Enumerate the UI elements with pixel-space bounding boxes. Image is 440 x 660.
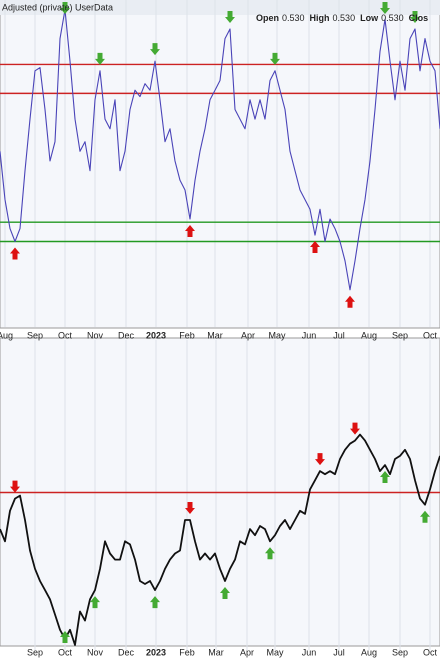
buy-arrow [60, 631, 70, 643]
ohlc-label: Clos [409, 13, 429, 23]
x-tick-label: Dec [118, 330, 135, 340]
ohlc-legend: Open 0.530 High 0.530 Low 0.530 Clos [256, 13, 428, 23]
header-title: Adjusted (private) UserData [2, 2, 113, 12]
sell-arrow [270, 52, 280, 65]
x-tick-label: 2023 [146, 647, 166, 657]
ohlc-label: Low [360, 13, 379, 23]
buy-arrow [90, 596, 100, 609]
buy-arrow [10, 247, 20, 260]
x-tick-label: Nov [87, 647, 104, 657]
sell-arrow [410, 10, 420, 23]
x-tick-label: Feb [179, 647, 195, 657]
x-tick-label: Jun [302, 330, 317, 340]
top-panel [0, 0, 440, 329]
x-tick-label: May [268, 330, 286, 340]
buy-arrow [345, 295, 355, 308]
ohlc-value: 0.530 [282, 13, 305, 23]
buy-arrow [220, 586, 230, 599]
buy-arrow [265, 547, 275, 560]
sell-arrow [185, 501, 195, 514]
x-tick-label: Aug [361, 330, 377, 340]
x-tick-label: Oct [423, 647, 438, 657]
x-tick-label: Jun [302, 647, 317, 657]
x-tick-label: Sep [27, 330, 43, 340]
ohlc-label: Open [256, 13, 279, 23]
x-tick-label: Apr [240, 647, 254, 657]
x-tick-label: Jul [333, 647, 345, 657]
x-tick-label: Apr [241, 330, 255, 340]
buy-arrow [310, 241, 320, 254]
sell-arrow [350, 422, 360, 435]
buy-arrow [420, 510, 430, 523]
x-tick-label: 2023 [146, 330, 166, 340]
x-tick-label: Sep [392, 330, 408, 340]
price-line [0, 433, 440, 646]
x-tick-label: Oct [58, 330, 73, 340]
x-tick-label: Jul [333, 330, 345, 340]
x-tick-label: Nov [87, 330, 104, 340]
ohlc-value: 0.530 [381, 13, 404, 23]
sell-arrow [380, 2, 390, 14]
x-tick-label: Aug [0, 330, 13, 340]
buy-arrow [380, 471, 390, 484]
x-tick-label: Sep [27, 647, 43, 657]
x-tick-label: May [266, 647, 284, 657]
buy-arrow [185, 224, 195, 237]
price-line [0, 9, 440, 291]
sell-arrow [95, 52, 105, 65]
buy-arrow [150, 596, 160, 609]
x-tick-label: Mar [208, 647, 224, 657]
sell-arrow [10, 480, 20, 493]
sell-arrow [60, 2, 70, 14]
header-band [0, 0, 440, 15]
x-tick-label: Dec [118, 647, 135, 657]
x-tick-label: Sep [392, 647, 408, 657]
sell-arrow [225, 10, 235, 23]
sell-arrow [315, 453, 325, 466]
x-tick-label: Aug [361, 647, 377, 657]
x-tick-label: Feb [179, 330, 195, 340]
ohlc-label: High [310, 13, 330, 23]
x-tick-label: Oct [423, 330, 438, 340]
sell-arrow [150, 43, 160, 56]
x-tick-label: Mar [207, 330, 223, 340]
ohlc-value: 0.530 [333, 13, 356, 23]
x-tick-label: Oct [58, 647, 73, 657]
